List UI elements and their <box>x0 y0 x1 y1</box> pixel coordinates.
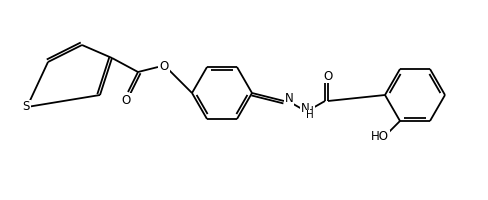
Text: N: N <box>285 92 293 106</box>
Text: O: O <box>160 60 169 72</box>
Text: H: H <box>306 110 314 120</box>
Text: H: H <box>306 106 314 116</box>
Text: N: N <box>301 102 309 114</box>
Text: S: S <box>22 100 30 114</box>
Text: HO: HO <box>371 130 389 143</box>
Text: O: O <box>324 70 333 82</box>
Text: O: O <box>122 94 131 106</box>
